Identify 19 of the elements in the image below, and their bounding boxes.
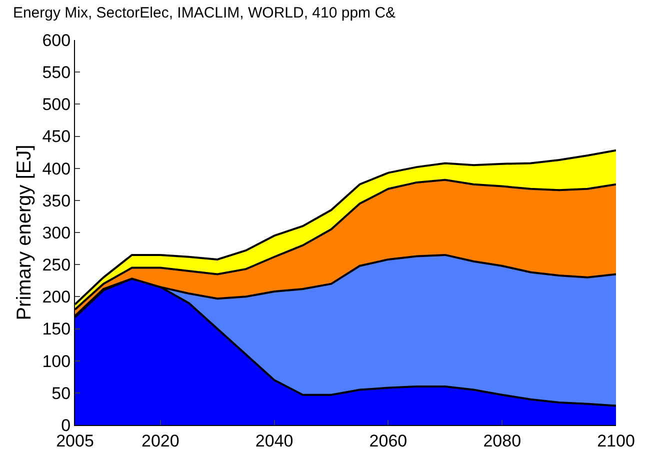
y-tick-label: 300 — [42, 223, 71, 242]
y-tick-label: 200 — [42, 288, 71, 307]
x-tick-label: 2060 — [369, 431, 408, 450]
x-tick-label: 2020 — [142, 431, 180, 450]
y-tick-label: 250 — [42, 256, 71, 275]
y-tick-label: 450 — [42, 127, 71, 146]
y-tick-label: 350 — [42, 191, 71, 210]
y-tick-label: 150 — [42, 320, 71, 339]
y-tick-label: 500 — [42, 95, 71, 114]
y-tick-label: 100 — [42, 352, 71, 371]
x-tick-label: 2080 — [483, 431, 522, 450]
chart-title: Energy Mix, SectorElec, IMACLIM, WORLD, 410 ppm C& — [12, 4, 396, 22]
y-tick-label: 600 — [42, 30, 71, 50]
y-tick-label: 50 — [52, 384, 71, 403]
y-tick-label: 400 — [42, 159, 71, 178]
x-tick-label: 2100 — [597, 431, 635, 450]
x-tick-label: 2040 — [255, 431, 294, 450]
y-axis-title: Primary energy [EJ] — [14, 144, 36, 320]
y-tick-label: 550 — [42, 63, 71, 82]
